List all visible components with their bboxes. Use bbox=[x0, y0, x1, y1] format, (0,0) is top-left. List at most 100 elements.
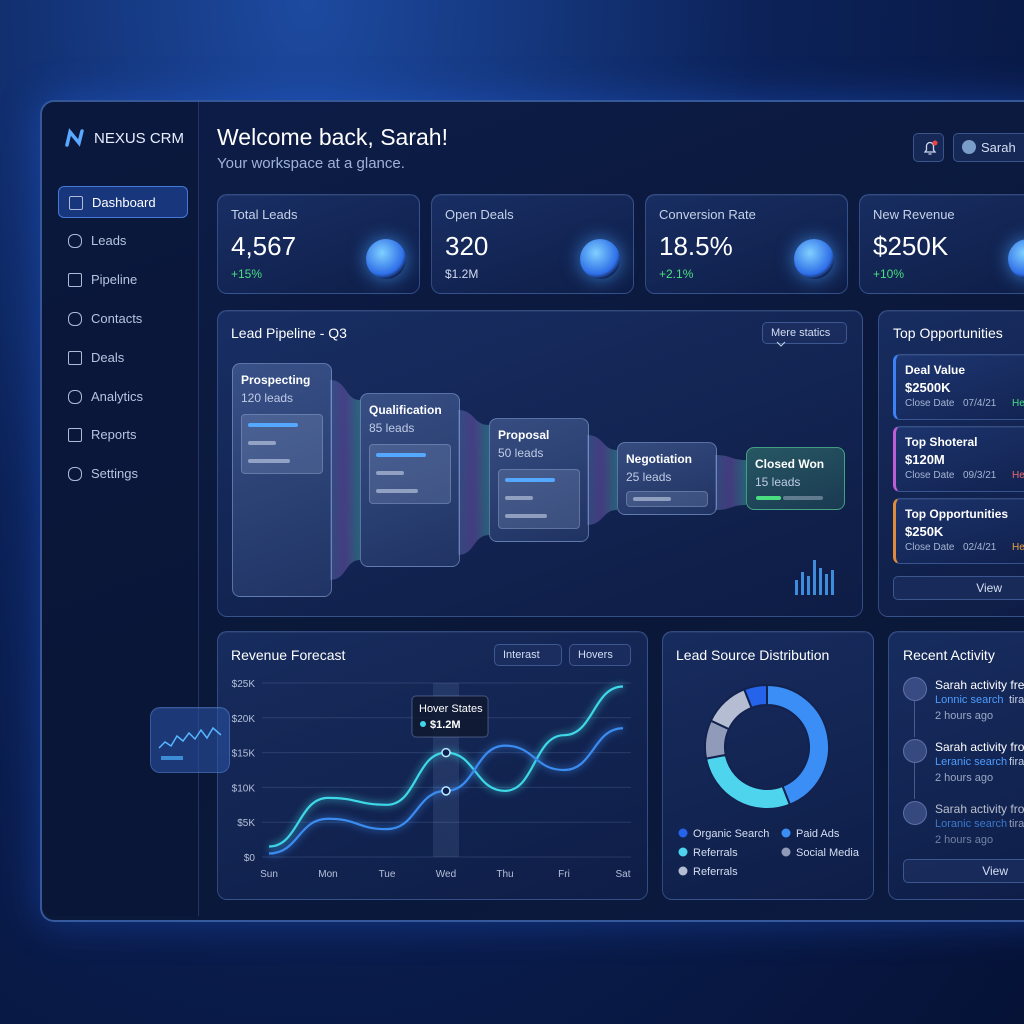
stage-bar bbox=[505, 496, 533, 500]
stage-card bbox=[498, 469, 580, 529]
nav-label: Dashboard bbox=[92, 195, 156, 210]
x-tick-label: Thu bbox=[496, 869, 513, 880]
kpi-label: New Revenue bbox=[873, 207, 955, 222]
legend-label: Referrals bbox=[693, 866, 738, 878]
lead-source-panel bbox=[662, 631, 874, 900]
user-button[interactable]: Sarah bbox=[953, 133, 1024, 162]
timeline-line bbox=[914, 763, 915, 799]
opportunities-view-button[interactable]: View bbox=[893, 576, 1024, 600]
stage-card bbox=[241, 414, 323, 474]
filter-label: Mere statics bbox=[771, 327, 831, 339]
stage-card bbox=[369, 444, 451, 504]
kpi-icon bbox=[794, 239, 834, 279]
nav-item[interactable]: Contacts bbox=[58, 303, 188, 335]
nav-label: Reports bbox=[91, 427, 137, 443]
opportunity-label: Top Opportunities bbox=[905, 507, 1009, 521]
kpi-icon bbox=[1008, 239, 1024, 279]
revenue-filter[interactable]: Hovers bbox=[569, 644, 631, 666]
nav-label: Leads bbox=[91, 232, 127, 248]
pipeline-filter[interactable]: Mere statics bbox=[762, 322, 847, 347]
legend-swatch bbox=[678, 828, 688, 838]
revenue-filter[interactable]: Interast bbox=[494, 644, 562, 666]
nav-item[interactable]: Pipeline bbox=[58, 264, 188, 296]
activity-text: Sarah activity fron bbox=[935, 740, 1024, 754]
activity-panel bbox=[888, 631, 1024, 900]
brand: NEXUS CRM bbox=[94, 130, 185, 147]
nav-icon bbox=[68, 428, 82, 443]
x-tick-label: Tue bbox=[379, 869, 396, 880]
opportunity-card[interactable]: Deal Value $2500K Close Date 07/4/21 He bbox=[893, 354, 1024, 420]
hover-point bbox=[441, 747, 451, 758]
x-tick-label: Sun bbox=[260, 869, 278, 880]
opportunity-tag: He bbox=[1012, 398, 1024, 409]
activity-link[interactable]: Loranic search bbox=[935, 818, 1008, 830]
bell-icon bbox=[923, 140, 938, 155]
stage-bar bbox=[376, 471, 404, 475]
pipeline-stage: Closed Won 15 leads bbox=[746, 447, 845, 510]
filter-label: Interast bbox=[503, 649, 540, 661]
nav-item[interactable]: Deals bbox=[58, 342, 188, 374]
mini-chart bbox=[158, 726, 222, 760]
y-tick-label: $15K bbox=[232, 749, 256, 760]
floating-widget bbox=[150, 707, 230, 773]
kpi-label: Conversion Rate bbox=[659, 207, 756, 222]
tooltip-title: Hover States bbox=[419, 703, 483, 715]
nav-icon bbox=[68, 272, 82, 287]
stage-count: 25 leads bbox=[626, 470, 672, 484]
activity-link[interactable]: Leranic search bbox=[935, 756, 1008, 768]
stage-bar bbox=[248, 459, 290, 463]
nav-label: Analytics bbox=[91, 388, 144, 404]
nav-item[interactable]: Dashboard bbox=[58, 186, 188, 218]
nav-item[interactable]: Analytics bbox=[58, 381, 188, 413]
nav-item[interactable]: Settings bbox=[58, 458, 188, 490]
tooltip bbox=[411, 695, 489, 738]
kpi-label: Total Leads bbox=[231, 207, 298, 222]
pipeline-stage: Qualification 85 leads bbox=[360, 393, 460, 567]
x-tick-label: Sat bbox=[615, 869, 630, 880]
opportunity-tag: He bbox=[1012, 470, 1024, 481]
stage-bar bbox=[505, 514, 547, 518]
kpi-label: Open Deals bbox=[445, 207, 514, 222]
opportunity-date: 02/4/21 bbox=[963, 542, 997, 553]
opportunity-label: Top Shoteral bbox=[905, 435, 978, 449]
opportunity-card[interactable]: Top Shoteral $120M Close Date 09/3/21 He bbox=[893, 426, 1024, 492]
x-tick-label: Fri bbox=[558, 869, 570, 880]
user-name: Sarah bbox=[981, 140, 1016, 155]
nav-icon bbox=[68, 311, 82, 326]
logo bbox=[65, 128, 84, 147]
pipeline-flows bbox=[330, 380, 834, 595]
stage-name: Negotiation bbox=[626, 452, 692, 466]
x-tick-label: Mon bbox=[318, 869, 337, 880]
legend-label: Referrals bbox=[693, 847, 738, 859]
activity-icon bbox=[903, 677, 927, 701]
opportunity-value: $2500K bbox=[905, 380, 951, 395]
kpi-icon bbox=[366, 239, 406, 279]
filter-label: Hovers bbox=[578, 649, 613, 661]
donut-segment bbox=[709, 688, 753, 731]
opportunity-card[interactable]: Top Opportunities $250K Close Date 02/4/21 H… bbox=[893, 498, 1024, 564]
stage-bar bbox=[633, 497, 671, 501]
nav-icon bbox=[69, 196, 83, 210]
revenue-panel bbox=[217, 631, 648, 900]
nav-item[interactable]: Reports bbox=[58, 419, 188, 451]
chevron bbox=[776, 341, 786, 347]
y-tick-label: $0 bbox=[244, 853, 256, 864]
kpi-card: Total Leads 4,567 +15% bbox=[217, 194, 420, 294]
opportunity-value: $250K bbox=[905, 524, 944, 539]
nav-item[interactable]: Leads bbox=[58, 225, 188, 257]
lead-source-title: Lead Source Distribution bbox=[676, 647, 830, 663]
tooltip-value: $1.2M bbox=[430, 719, 461, 731]
notification-button[interactable] bbox=[913, 133, 944, 162]
stage-bar bbox=[248, 441, 276, 445]
donut-segment bbox=[704, 753, 792, 810]
pipeline-stage: Prospecting 120 leads bbox=[232, 363, 332, 597]
legend-label: Social Media bbox=[796, 847, 860, 859]
nav-icon bbox=[68, 389, 82, 404]
activity-link[interactable]: Lonnic search bbox=[935, 694, 1004, 706]
opportunity-label: Deal Value bbox=[905, 363, 966, 377]
opportunity-date-label: Close Date bbox=[905, 470, 955, 481]
nav-label: Settings bbox=[91, 466, 138, 482]
activity-view-button[interactable]: View bbox=[903, 859, 1024, 883]
revenue-title: Revenue Forecast bbox=[231, 647, 346, 663]
